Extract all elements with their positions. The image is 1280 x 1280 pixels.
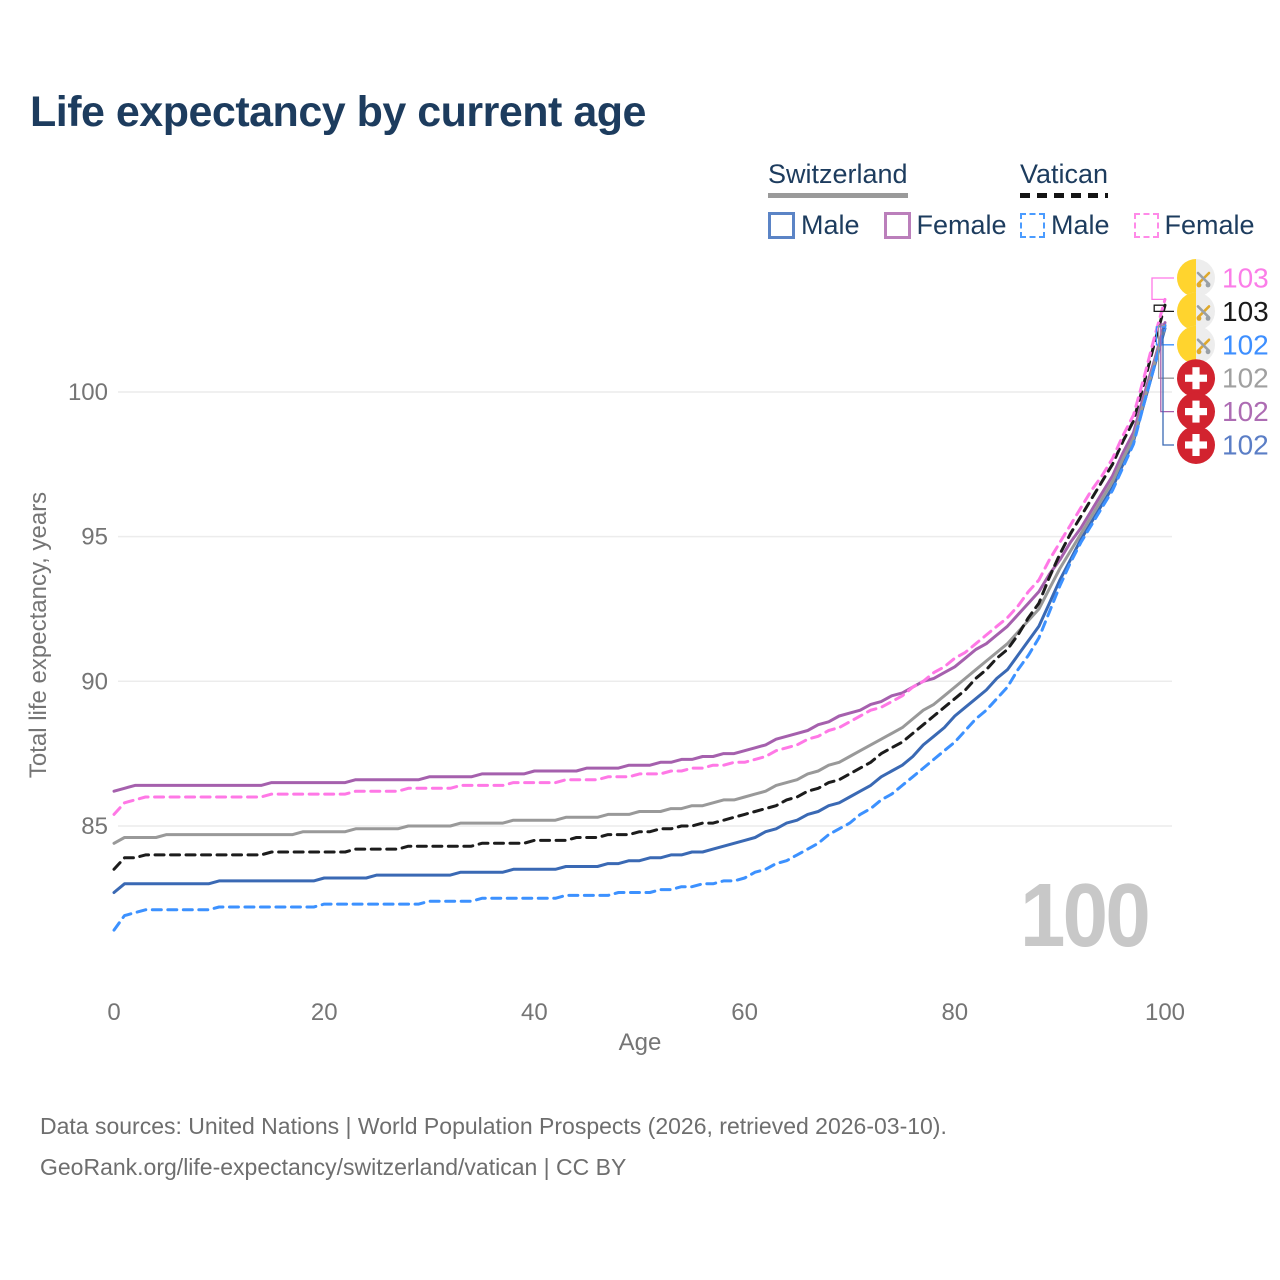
- series-line-switzerland-both-sexes[interactable]: [112, 324, 1167, 845]
- y-axis-title: Total life expectancy, years: [25, 492, 52, 778]
- vatican-key-bow-gray: [1205, 282, 1211, 288]
- life-expectancy-chart[interactable]: 85 90 95 100 0 20 40 60 80 100 Age Total life expec…: [0, 0, 1280, 1090]
- legend-header-label: Vatican: [1020, 159, 1109, 189]
- legend-group-switzerland: Switzerland Male Female: [768, 159, 1031, 241]
- swatch-vatican-female: [1133, 212, 1159, 238]
- legend-underline-dashed: [1020, 192, 1109, 198]
- end-label-connector-switzerland-male: [1162, 327, 1174, 446]
- x-tick-label-20: 20: [311, 999, 338, 1026]
- legend-item-switzerland-female[interactable]: Female: [883, 209, 1007, 241]
- legend-header-label: Switzerland: [768, 159, 908, 189]
- source-line-1: Data sources: United Nations | World Pop…: [40, 1113, 947, 1139]
- swatch-vatican-male: [1020, 212, 1045, 238]
- vatican-flag-left-half: [1177, 325, 1196, 364]
- end-label-connector-vatican-female: [1151, 277, 1174, 301]
- x-tick-label-100: 100: [1145, 999, 1185, 1026]
- y-tick-label-95: 95: [81, 524, 108, 551]
- series-line-vatican-male[interactable]: [112, 324, 1167, 932]
- legend-header-vatican: Vatican: [1020, 159, 1109, 198]
- legend-header-switzerland: Switzerland: [768, 159, 908, 198]
- vatican-flag-left-half: [1177, 292, 1196, 331]
- vatican-key-gray: [1196, 271, 1211, 286]
- source-line-2[interactable]: GeoRank.org/life-expectancy/switzerland/…: [40, 1153, 627, 1180]
- end-label-connector-vatican-both-sexes: [1153, 304, 1174, 313]
- vatican-key-bow-gold: [1196, 349, 1202, 355]
- legend-item-label: Male: [801, 209, 860, 240]
- legend-group-vatican: Vatican Male Female: [1020, 159, 1279, 241]
- series-line-switzerland-female[interactable]: [112, 321, 1167, 793]
- vatican-key-bow-gray: [1205, 349, 1211, 355]
- legend-underline-solid: [768, 192, 908, 198]
- swatch-switzerland-male: [768, 211, 795, 239]
- legend-item-label: Female: [1164, 209, 1255, 240]
- swatch-switzerland-female: [883, 211, 911, 239]
- x-tick-label-60: 60: [731, 999, 758, 1026]
- vatican-key-bow-gold: [1196, 316, 1202, 321]
- x-tick-label-40: 40: [521, 999, 548, 1026]
- series-line-vatican-both-sexes[interactable]: [112, 303, 1167, 871]
- end-value-label-switzerland-both-sexes: 102: [1222, 363, 1269, 394]
- end-value-label-vatican-both-sexes: 103: [1222, 296, 1269, 327]
- end-value-label-vatican-female: 103: [1222, 263, 1269, 294]
- y-tick-label-85: 85: [81, 813, 108, 840]
- legend-item-vatican-female[interactable]: Female: [1133, 209, 1255, 241]
- current-age-watermark: 100: [1020, 866, 1148, 966]
- vatican-flag-left-half: [1177, 259, 1196, 297]
- x-tick-label-0: 0: [107, 999, 120, 1026]
- end-label-connector-switzerland-female: [1160, 323, 1174, 413]
- legend-item-switzerland-male[interactable]: Male: [768, 210, 860, 241]
- legend-item-label: Male: [1051, 209, 1110, 240]
- page-title: Life expectancy by current age: [30, 88, 646, 136]
- vatican-key-bow-gray: [1205, 316, 1211, 321]
- series-line-vatican-female[interactable]: [112, 297, 1167, 816]
- legend-items-switzerland: Male Female: [768, 210, 1031, 241]
- swiss-cross-v: [1192, 367, 1200, 390]
- source-block: Data sources: United Nations | World Pop…: [40, 1106, 947, 1188]
- vatican-key-gray: [1196, 305, 1211, 319]
- legend-item-vatican-male[interactable]: Male: [1020, 210, 1110, 241]
- vatican-key-gray: [1196, 338, 1211, 353]
- y-tick-label-100: 100: [68, 379, 108, 406]
- x-tick-label-80: 80: [941, 999, 968, 1026]
- y-tick-label-90: 90: [81, 668, 108, 695]
- swiss-cross-v: [1192, 400, 1200, 423]
- vatican-key-bow-gold: [1196, 282, 1202, 288]
- end-label-connector-switzerland-both-sexes: [1157, 324, 1174, 379]
- x-axis-title: Age: [619, 1029, 662, 1056]
- end-value-label-vatican-male: 102: [1222, 329, 1269, 360]
- legend-items-vatican: Male Female: [1020, 210, 1279, 241]
- series-line-switzerland-male[interactable]: [112, 326, 1167, 894]
- end-value-label-switzerland-male: 102: [1222, 430, 1269, 461]
- swiss-cross-v: [1192, 434, 1200, 456]
- end-value-label-switzerland-female: 102: [1222, 396, 1269, 427]
- legend-item-label: Female: [916, 209, 1007, 240]
